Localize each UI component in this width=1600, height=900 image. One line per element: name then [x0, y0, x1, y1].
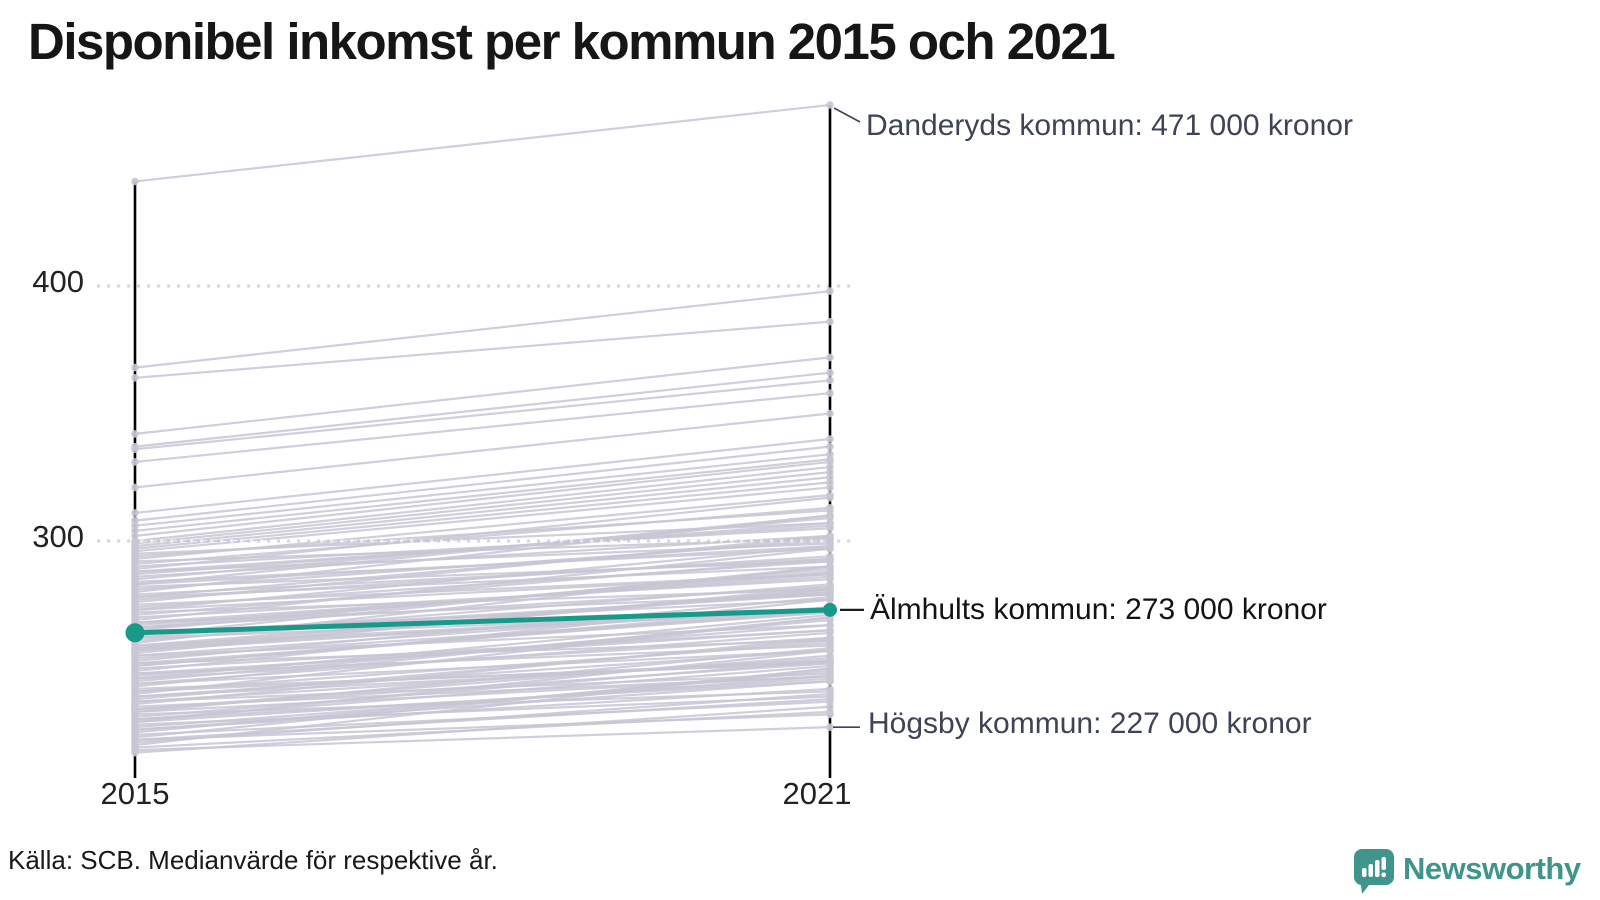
- background-slope-lines: [131, 101, 834, 757]
- annotation-leaders: [833, 107, 864, 728]
- newsworthy-wordmark: Newsworthy: [1403, 850, 1581, 886]
- newsworthy-logo: Newsworthy: [1354, 849, 1581, 896]
- y-tick-300: 300: [32, 519, 84, 554]
- x-tick-2015: 2015: [100, 776, 170, 811]
- highlighted-series: [125, 602, 837, 643]
- annotation-danderyd: Danderyds kommun: 471 000 kronor: [866, 109, 1353, 142]
- x-tick-2021: 2021: [782, 776, 852, 811]
- newsworthy-icon: [1354, 849, 1394, 894]
- annotation-hogsby: Högsby kommun: 227 000 kronor: [868, 707, 1312, 740]
- source-note: Källa: SCB. Medianvärde för respektive å…: [8, 845, 498, 875]
- y-tick-400: 400: [32, 264, 84, 299]
- chart-title: Disponibel inkomst per kommun 2015 och 2…: [28, 13, 1116, 70]
- annotation-almhult: Älmhults kommun: 273 000 kronor: [870, 593, 1327, 626]
